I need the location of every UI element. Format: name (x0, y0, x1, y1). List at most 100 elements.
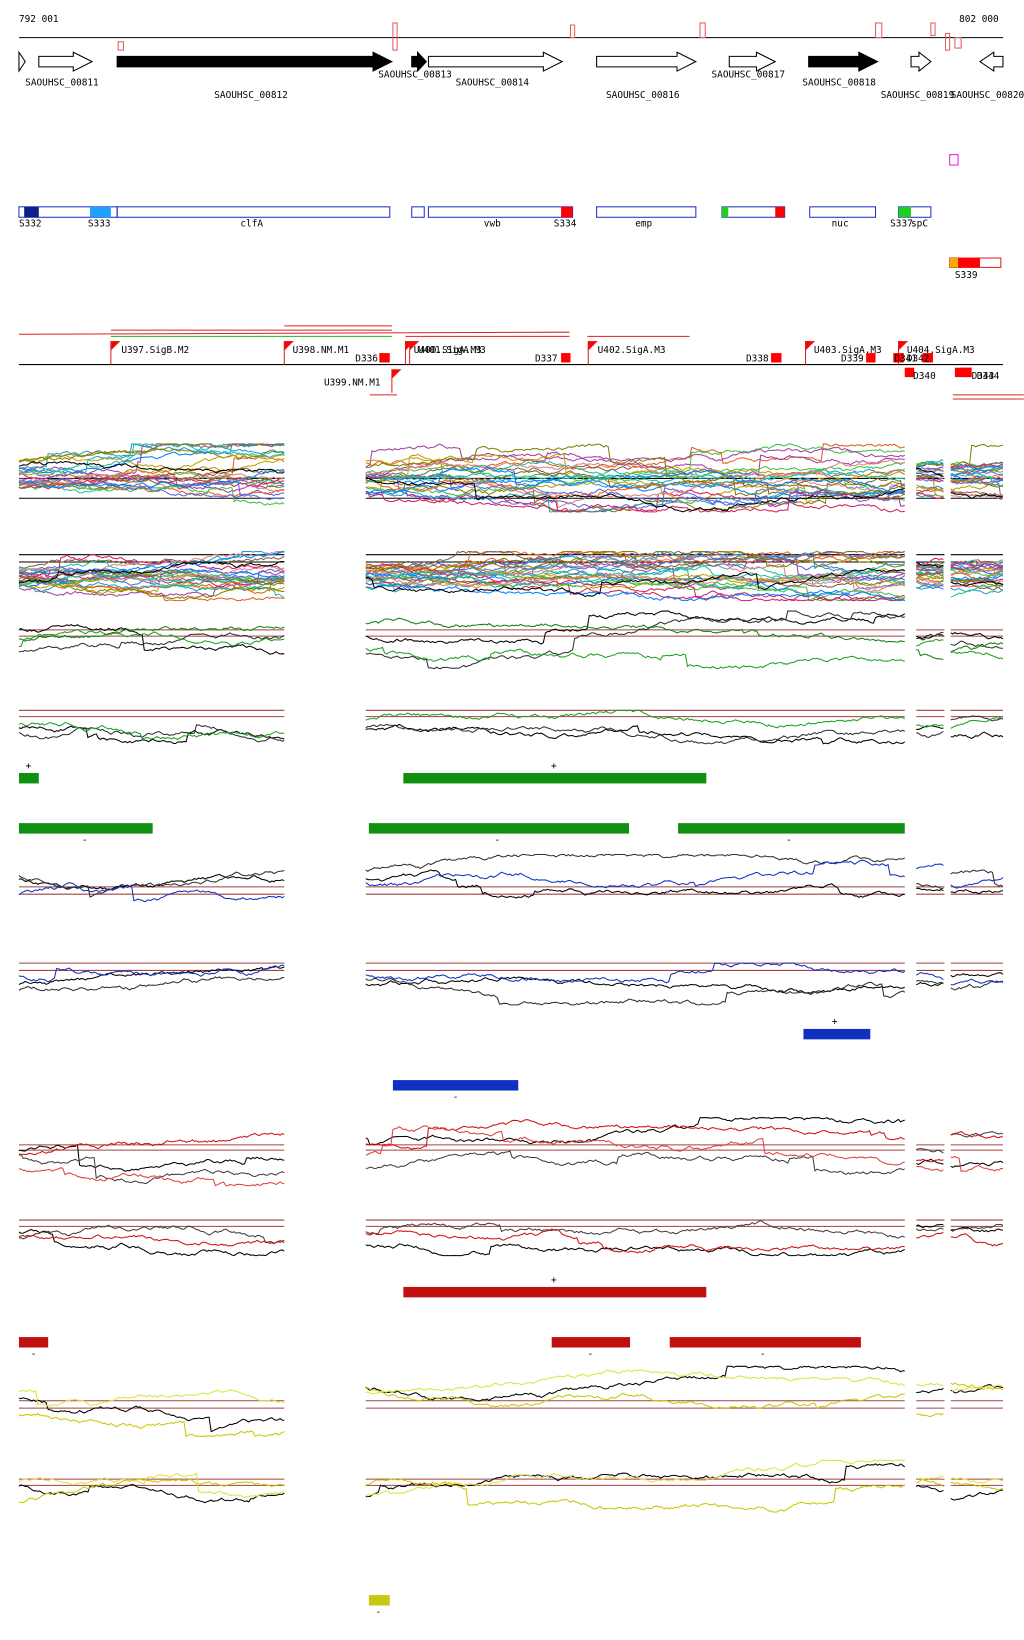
signal-line (916, 492, 944, 500)
signal-line (915, 972, 944, 980)
signal-line (365, 853, 905, 873)
signal-line (916, 1387, 944, 1394)
annotation-label: S333 (88, 219, 111, 230)
signal-line (916, 1478, 944, 1487)
signal-line (950, 1384, 1004, 1394)
promoter-flag (283, 341, 294, 365)
signal-line (950, 443, 1004, 466)
signal-line (365, 723, 906, 745)
signal-line (950, 1160, 1004, 1169)
signal-line (916, 580, 944, 590)
signal-line (950, 581, 1004, 587)
signal-line (18, 1229, 285, 1257)
gene-label: SAOUHSC_00812 (214, 90, 288, 101)
gene-arrow (38, 51, 94, 72)
signal-line (365, 1459, 905, 1497)
gene-label: SAOUHSC_00820 (951, 90, 1024, 101)
signal-line (365, 1125, 905, 1166)
signal-line (365, 473, 906, 509)
terminator (904, 367, 915, 378)
strand-bar (403, 1286, 707, 1298)
signal-line (18, 566, 285, 581)
signal-line (18, 443, 285, 476)
signal-line (365, 610, 905, 670)
signal-line (916, 571, 944, 576)
signal-line (950, 578, 1004, 591)
signal-line (365, 572, 905, 596)
terminator (922, 353, 933, 363)
signal-line (916, 724, 944, 728)
signal-line (18, 725, 285, 745)
promoter-label: U400.SigA.M3 (414, 345, 482, 356)
ruler-marker (569, 24, 576, 39)
annotation-label: S339 (955, 270, 978, 281)
signal-line (916, 887, 944, 892)
signal-line (916, 979, 944, 985)
ruler-marker (117, 41, 124, 51)
annotation-fill (721, 206, 729, 218)
signal-line (18, 577, 285, 593)
terminator-label: D340 (913, 371, 936, 382)
signal-line (18, 447, 285, 463)
signal-line (18, 572, 285, 598)
signal-line (18, 1478, 285, 1504)
signal-line (950, 489, 1004, 501)
annotation-box (809, 206, 877, 218)
signal-line (916, 467, 944, 471)
promoter-flag (805, 341, 816, 365)
signal-line (365, 723, 906, 745)
signal-line (365, 1220, 906, 1239)
strand-label: - (760, 1349, 766, 1360)
terminator (893, 353, 904, 363)
signal-line (18, 1132, 285, 1156)
signal-line (365, 550, 905, 570)
signal-line (365, 576, 905, 602)
signal-line (916, 478, 944, 482)
signal-line (950, 1489, 1003, 1501)
ruler-end: 802 000 (959, 14, 999, 25)
annotation-fill (24, 206, 39, 218)
promoter-flag (110, 341, 121, 365)
gene-label: SAOUHSC_00816 (606, 90, 680, 101)
signal-line (18, 555, 285, 569)
strand-bar (368, 1595, 390, 1606)
signal-line (365, 550, 905, 581)
annotation-label: S337 (890, 219, 913, 230)
signal-line (950, 573, 1004, 582)
signal-line (365, 575, 906, 599)
annotation-fill (89, 206, 111, 218)
signal-line (365, 962, 906, 984)
ruler-marker (392, 22, 398, 51)
signal-line (365, 646, 905, 670)
terminator-label: D336 (355, 353, 378, 364)
signal-line (18, 976, 285, 992)
gene-arrow (596, 51, 698, 72)
signal-line (950, 869, 1004, 887)
signal-line (365, 1387, 905, 1410)
ruler-marker (874, 22, 883, 39)
annotation-box (427, 206, 574, 218)
signal-line (365, 466, 906, 495)
signal-line (950, 559, 1004, 569)
signal-line (365, 550, 905, 572)
signal-line (950, 889, 1004, 894)
signal-line (916, 1158, 944, 1165)
signal-line (18, 1397, 285, 1433)
promoter-label: U402.SigA.M3 (598, 345, 666, 356)
strand-bar (678, 823, 905, 834)
signal-line (365, 584, 905, 602)
signal-line (916, 1231, 944, 1239)
signal-line (916, 466, 944, 473)
strand-label: + (832, 1017, 838, 1028)
signal-line (916, 631, 944, 641)
signal-line (365, 446, 906, 478)
strand-label: + (551, 761, 557, 772)
gene-label: SAOUHSC_00817 (712, 69, 786, 80)
strand-label: - (375, 1607, 381, 1618)
gene-label: SAOUHSC_00813 (378, 69, 451, 80)
signal-line (950, 1477, 1004, 1484)
annotation-label: nuc (832, 219, 849, 230)
strand-bar (403, 772, 707, 784)
signal-line (365, 567, 906, 598)
